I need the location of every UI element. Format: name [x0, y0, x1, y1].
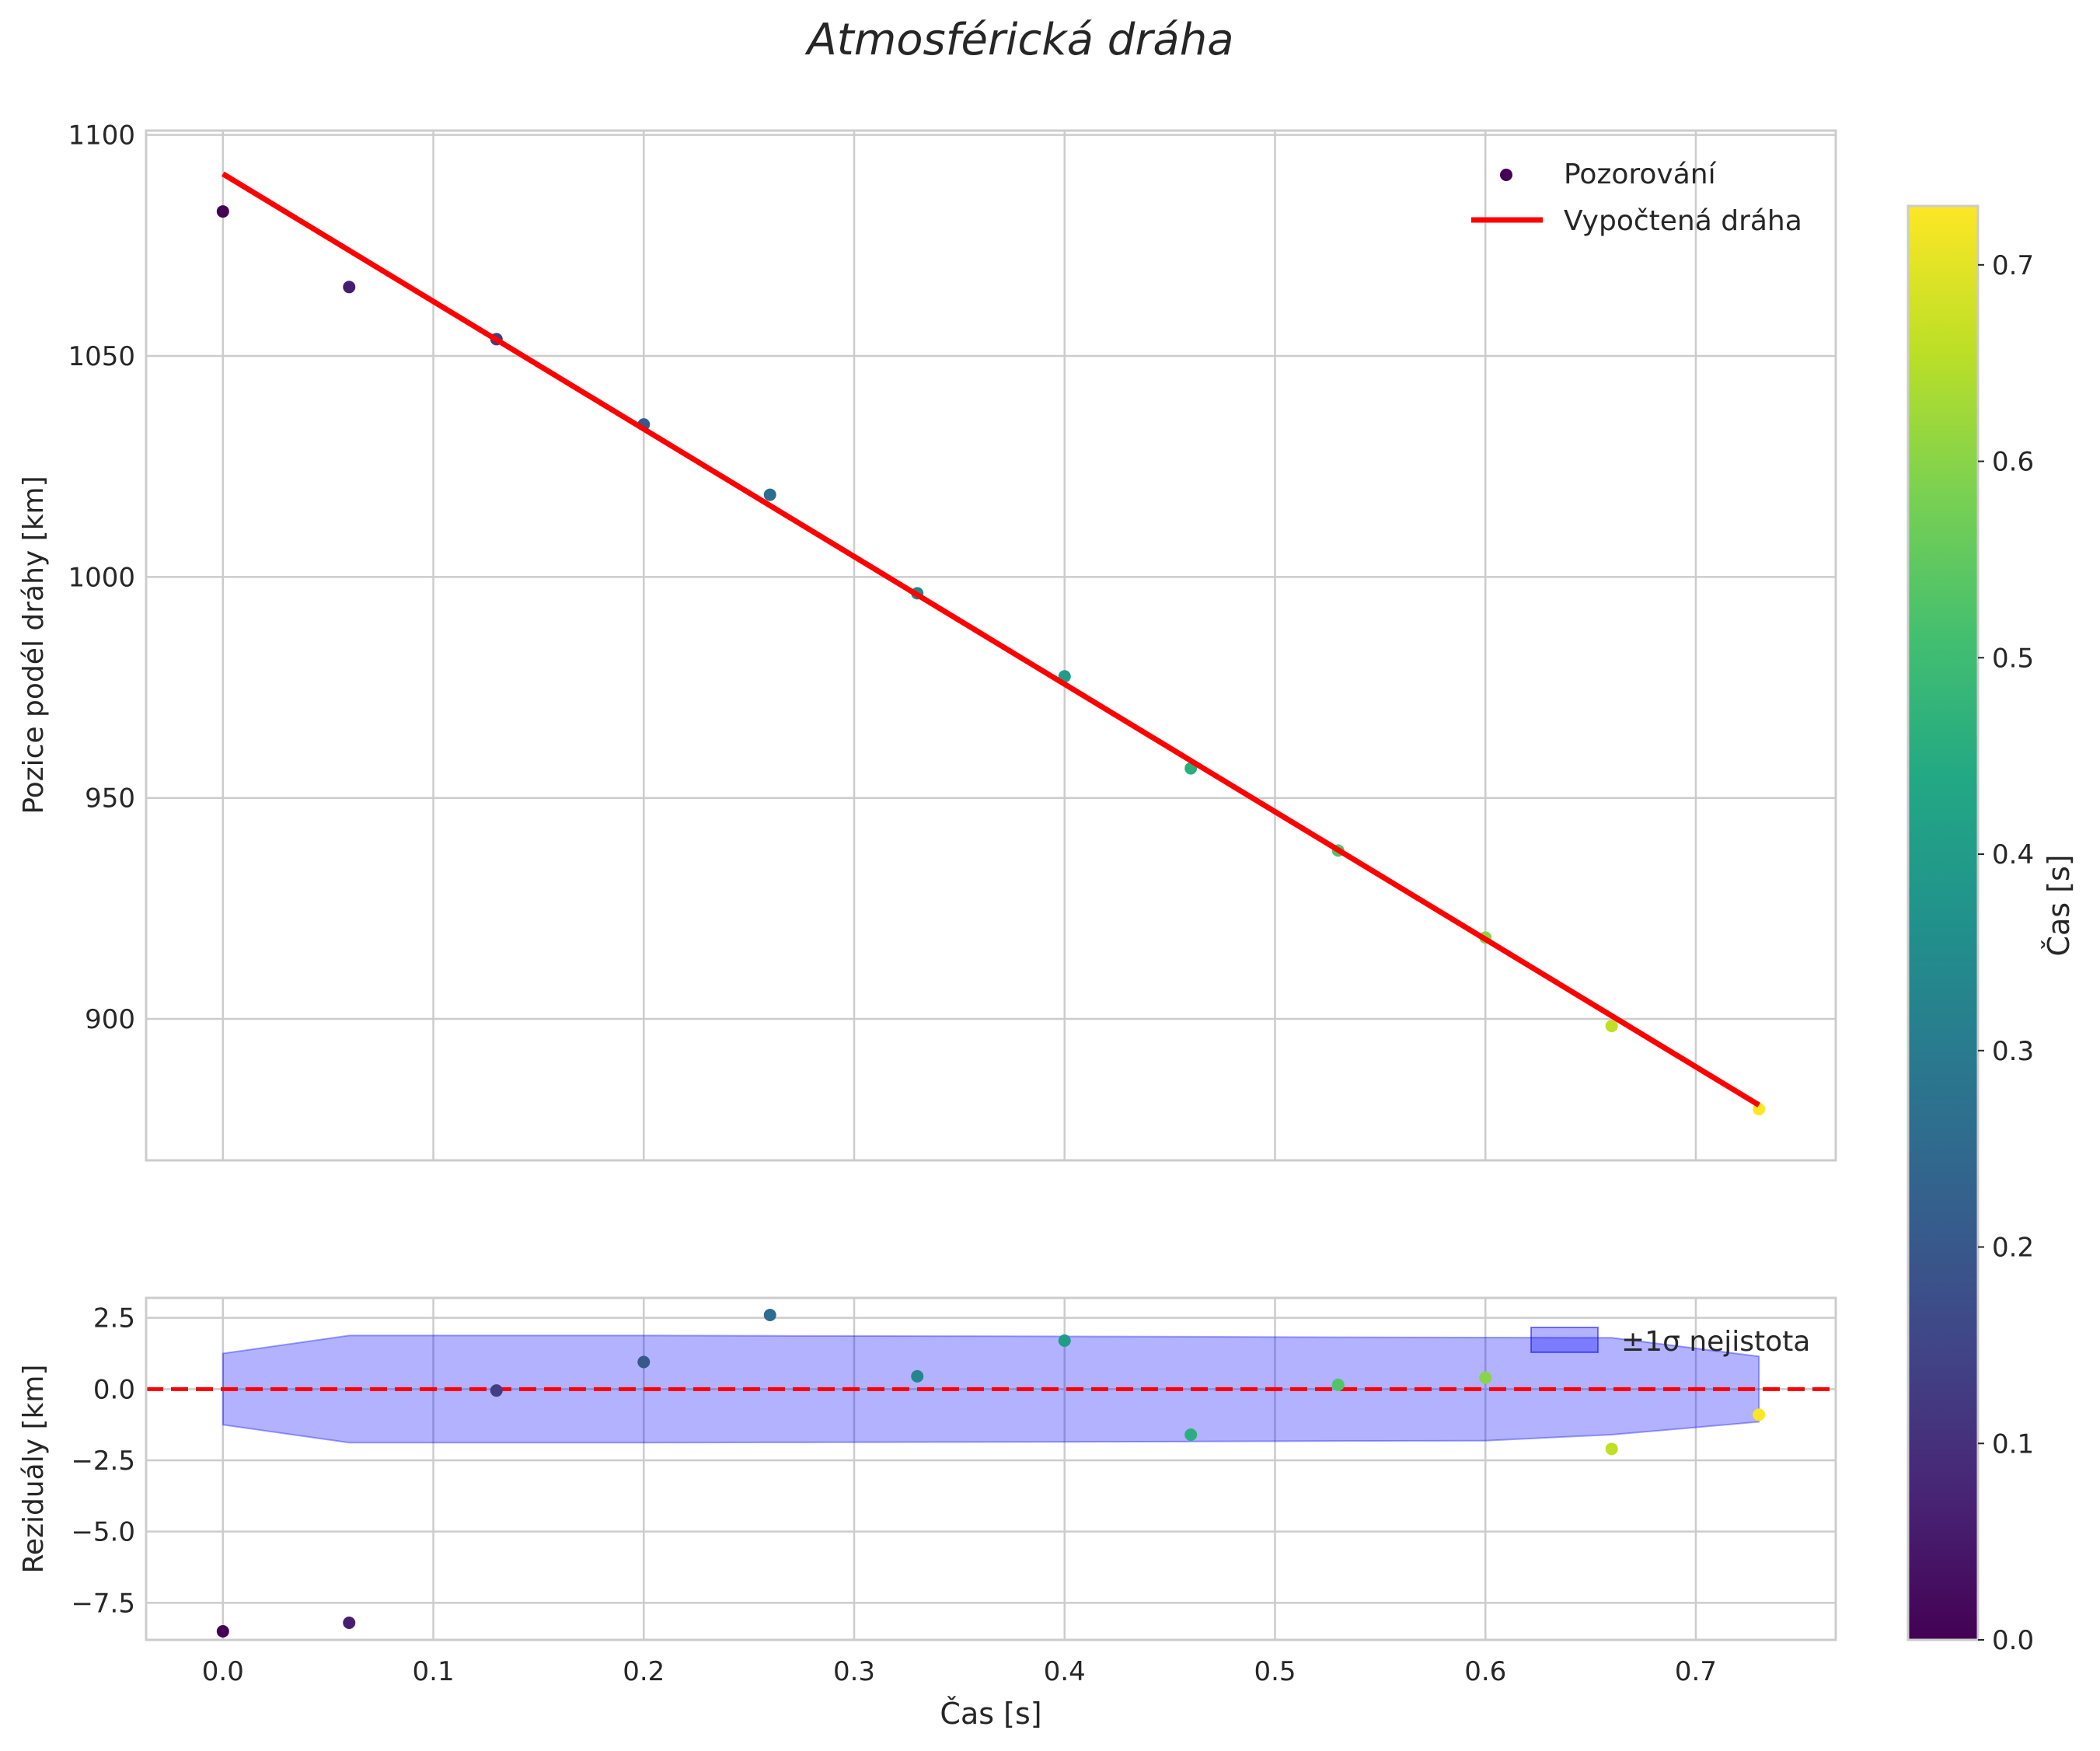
bottom-ytick-label: −7.5 [71, 1588, 135, 1619]
bottom-marks [146, 1309, 1836, 1638]
bottom-frame [145, 1296, 1837, 1641]
residual-point [1479, 1371, 1492, 1384]
bottom-xtick-label: 0.4 [1044, 1656, 1086, 1687]
colorbar-label: Čas [s] [2042, 854, 2076, 956]
colorbar-tick-label: 0.2 [1992, 1233, 2034, 1264]
bottom-xtick-label: 0.5 [1254, 1656, 1296, 1687]
fitted-trajectory-line [222, 171, 1760, 1107]
residual-point [1184, 1428, 1198, 1441]
top-panel: 900 950 1000 1050 1100 Pozice podél dráhy [k… [18, 120, 1837, 1162]
bottom-ytick-label: 0.0 [93, 1374, 135, 1405]
bottom-plot-area [146, 1298, 1836, 1640]
top-ytick-label: 1050 [68, 341, 135, 372]
colorbar-ticks: 0.0 0.1 0.2 0.3 0.4 0.5 0.6 0.7 [1978, 250, 2034, 1656]
legend-label-uncertainty: ±1σ nejistota [1621, 1326, 1810, 1358]
colorbar-tick-label: 0.5 [1992, 643, 2034, 674]
bottom-ticks: 0.0 0.1 0.2 0.3 0.4 0.5 0.6 0.7 2.5 0.0 −2.5 −5.0 −7… [71, 1303, 1717, 1687]
chart-title: Atmosférická dráha [804, 15, 1233, 65]
bottom-xtick-label: 0.7 [1675, 1656, 1717, 1687]
residual-point [343, 1617, 356, 1629]
legend-marker-uncertainty [1530, 1327, 1599, 1353]
bottom-panel: 0.0 0.1 0.2 0.3 0.4 0.5 0.6 0.7 2.5 0.0 −2.5 −5.0 −7… [18, 1296, 1837, 1731]
legend-marker-observations [1500, 169, 1512, 181]
uncertainty-band [222, 1334, 1760, 1444]
top-ticks: 900 950 1000 1050 1100 [68, 120, 135, 1035]
bottom-xtick-label: 0.1 [413, 1656, 455, 1687]
colorbar-gradient [1906, 204, 1980, 1641]
top-frame [145, 129, 1837, 1162]
top-grid [146, 131, 1836, 1160]
colorbar-tick-label: 0.1 [1992, 1428, 2034, 1460]
top-ylabel: Pozice podél dráhy [km] [18, 476, 50, 814]
top-plot-area [146, 131, 1836, 1160]
top-ytick-label: 900 [85, 1004, 135, 1035]
colorbar-tick-label: 0.7 [1992, 250, 2034, 281]
residual-point [1331, 1378, 1345, 1391]
colorbar-tick-label: 0.0 [1992, 1625, 2034, 1656]
top-ytick-label: 1100 [68, 120, 135, 152]
colorbar-tick-label: 0.3 [1992, 1036, 2034, 1067]
observation-point [343, 281, 356, 294]
legend-label-observations: Pozorování [1564, 159, 1717, 190]
bottom-xtick-label: 0.2 [623, 1656, 665, 1687]
bottom-ylabel: Reziduály [km] [18, 1365, 50, 1574]
residual-point [637, 1355, 651, 1369]
bottom-xtick-label: 0.6 [1464, 1656, 1506, 1687]
bottom-ytick-label: −5.0 [71, 1517, 135, 1548]
top-legend: Pozorování Vypočtená dráha [1471, 159, 1802, 237]
colorbar-tick-label: 0.4 [1992, 839, 2034, 870]
bottom-xtick-label: 0.3 [833, 1656, 875, 1687]
observation-point [1605, 1020, 1618, 1033]
observation-point [216, 205, 229, 218]
residual-point [1058, 1334, 1071, 1347]
colorbar: 0.0 0.1 0.2 0.3 0.4 0.5 0.6 0.7 Čas [s] [1906, 204, 2076, 1656]
bottom-legend: ±1σ nejistota [1530, 1326, 1810, 1358]
bottom-xtick-label: 0.0 [202, 1656, 244, 1687]
top-ytick-label: 1000 [68, 562, 135, 593]
bottom-ytick-label: 2.5 [93, 1303, 135, 1334]
colorbar-tick-label: 0.6 [1992, 447, 2034, 478]
top-ytick-label: 950 [85, 783, 135, 814]
residual-point [216, 1625, 229, 1638]
observation-point [763, 488, 776, 501]
residual-point [1605, 1442, 1618, 1456]
residual-point [763, 1309, 776, 1321]
residual-point [1753, 1408, 1766, 1421]
residual-point [490, 1384, 503, 1397]
residual-point [911, 1369, 924, 1383]
bottom-ytick-label: −2.5 [71, 1446, 135, 1477]
top-marks [216, 171, 1766, 1116]
bottom-xlabel: Čas [s] [940, 1697, 1041, 1731]
legend-label-fit-line: Vypočtená dráha [1564, 205, 1802, 237]
